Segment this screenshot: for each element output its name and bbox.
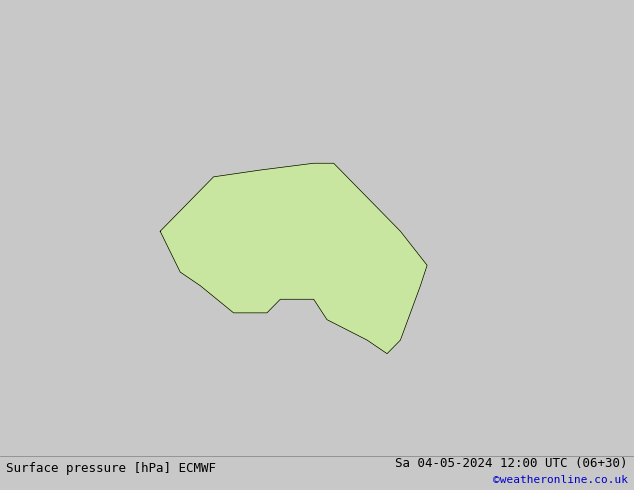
- Text: ©weatheronline.co.uk: ©weatheronline.co.uk: [493, 475, 628, 485]
- Text: Surface pressure [hPa] ECMWF: Surface pressure [hPa] ECMWF: [6, 462, 216, 475]
- Polygon shape: [160, 163, 427, 354]
- Text: Sa 04-05-2024 12:00 UTC (06+30): Sa 04-05-2024 12:00 UTC (06+30): [395, 457, 628, 470]
